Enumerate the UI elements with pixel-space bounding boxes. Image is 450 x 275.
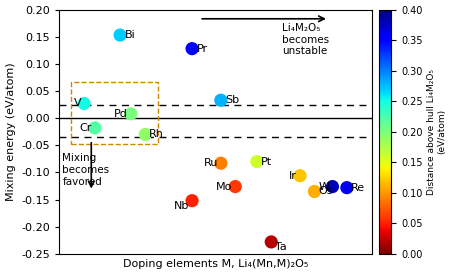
Point bbox=[253, 160, 261, 164]
Point bbox=[142, 132, 149, 137]
Bar bbox=[72, 82, 158, 144]
Point bbox=[232, 184, 239, 189]
Text: W: W bbox=[319, 182, 329, 192]
Point bbox=[311, 189, 318, 194]
Text: Mo: Mo bbox=[216, 182, 232, 192]
Text: Pt: Pt bbox=[261, 156, 272, 167]
Point bbox=[343, 185, 351, 190]
Text: Ir: Ir bbox=[289, 171, 297, 181]
Text: Os: Os bbox=[318, 186, 333, 196]
Text: Pd: Pd bbox=[114, 109, 128, 119]
Text: Rh: Rh bbox=[149, 130, 164, 139]
Point bbox=[189, 46, 196, 51]
Text: Ru: Ru bbox=[203, 158, 218, 168]
Point bbox=[217, 98, 225, 102]
Point bbox=[91, 126, 99, 130]
Y-axis label: Mixing energy (eV/atom): Mixing energy (eV/atom) bbox=[5, 62, 16, 201]
Text: V: V bbox=[74, 98, 81, 109]
Text: Nb: Nb bbox=[174, 201, 189, 211]
Point bbox=[81, 101, 88, 106]
Text: Pr: Pr bbox=[196, 44, 207, 54]
Point bbox=[189, 199, 196, 203]
Point bbox=[329, 184, 336, 189]
Text: Cr: Cr bbox=[80, 123, 92, 133]
Point bbox=[217, 161, 225, 166]
Text: Mixing
becomes
favored: Mixing becomes favored bbox=[63, 153, 110, 187]
Text: Sb: Sb bbox=[225, 95, 239, 105]
Text: Re: Re bbox=[351, 183, 364, 193]
Point bbox=[127, 112, 135, 116]
Text: Ta: Ta bbox=[275, 242, 287, 252]
Point bbox=[297, 174, 304, 178]
X-axis label: Doping elements M, Li₄(Mn,M)₂O₅: Doping elements M, Li₄(Mn,M)₂O₅ bbox=[123, 259, 308, 270]
Text: Li₄M₂O₅
becomes
unstable: Li₄M₂O₅ becomes unstable bbox=[282, 23, 329, 56]
Point bbox=[268, 240, 275, 244]
Text: Bi: Bi bbox=[124, 30, 135, 40]
Y-axis label: Distance above hull Li₄M₂O₅
(eV/atom): Distance above hull Li₄M₂O₅ (eV/atom) bbox=[427, 69, 446, 195]
Point bbox=[117, 33, 124, 37]
